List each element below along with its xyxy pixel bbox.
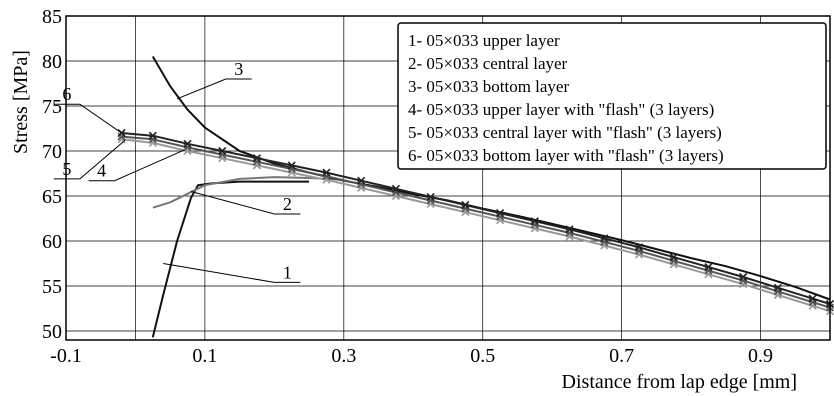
x-axis-label: Distance from lap edge [mm] <box>562 371 797 393</box>
legend-entry-1: 1- 05×033 upper layer <box>408 31 560 50</box>
series-point-6 <box>426 192 435 201</box>
series-point-6 <box>634 243 644 252</box>
x-tick-label: 0.3 <box>331 345 356 367</box>
callout-label-4: 4 <box>97 161 106 181</box>
series-point-6 <box>391 184 400 193</box>
series-point-6 <box>218 146 227 156</box>
series-point-6 <box>739 272 748 282</box>
series-line-4 <box>121 138 831 313</box>
legend-entry-5: 5- 05×033 central layer with "flash" (3 … <box>408 123 722 142</box>
callout-label-6: 6 <box>62 84 71 104</box>
series-point-6 <box>252 154 262 163</box>
series-line-6 <box>121 132 831 305</box>
series-curves <box>117 55 834 338</box>
series-point-6 <box>496 209 505 218</box>
legend: 1- 05×033 upper layer 2- 05×033 central … <box>397 22 827 170</box>
callout-labels: 1 2 3 4 5 6 <box>53 59 301 283</box>
series-point-6 <box>148 131 157 140</box>
legend-entry-2: 2- 05×033 central layer <box>408 54 568 73</box>
series-line-1 <box>151 180 310 338</box>
callout-leader-5 <box>53 139 126 180</box>
series-line-2 <box>152 176 344 209</box>
x-tick-label: 0.5 <box>470 345 495 367</box>
series-point-6 <box>183 139 192 148</box>
series-point-6 <box>357 176 366 185</box>
callout-label-5: 5 <box>62 159 71 179</box>
series-point-6 <box>704 263 713 272</box>
y-tick-label: 60 <box>42 231 62 253</box>
y-tick-label: 55 <box>42 276 62 298</box>
legend-entry-4: 4- 05×033 upper layer with "flash" (3 la… <box>408 100 714 119</box>
legend-entry-3: 3- 05×033 bottom layer <box>408 77 569 96</box>
x-tick-label: 0.1 <box>192 345 217 367</box>
callout-leader-3 <box>176 78 252 100</box>
callout-leader-2 <box>190 191 301 215</box>
series-point-6 <box>117 128 126 138</box>
series-point-6 <box>773 283 782 292</box>
x-tick-label: -0.1 <box>50 345 82 367</box>
x-tick-label: 0.7 <box>609 345 634 367</box>
series-point-6 <box>287 161 296 170</box>
y-tick-label: 80 <box>42 51 62 73</box>
callout-label-3: 3 <box>234 59 243 79</box>
y-tick-label: 65 <box>42 186 62 208</box>
series-point-6 <box>600 234 609 243</box>
series-line-5 <box>121 135 831 309</box>
callout-label-2: 2 <box>283 194 292 214</box>
plot-frame <box>65 15 831 341</box>
y-tick-label: 75 <box>42 96 62 118</box>
y-tick-label: 85 <box>42 6 62 28</box>
callout-leader-1 <box>163 263 301 283</box>
legend-box <box>397 22 827 170</box>
series-point-6 <box>461 200 470 210</box>
x-tick-labels: -0.1 0.1 0.3 0.5 0.7 0.9 <box>50 345 773 367</box>
series-point-6 <box>322 168 331 177</box>
x-tick-label: 0.9 <box>748 345 773 367</box>
series-point-6 <box>669 253 678 262</box>
series-point-6 <box>530 217 539 226</box>
legend-entry-6: 6- 05×033 bottom layer with "flash" (3 l… <box>408 146 724 165</box>
y-tick-label: 70 <box>42 141 62 163</box>
y-axis-label: Stress [MPa] <box>10 50 32 154</box>
callout-label-1: 1 <box>283 262 292 282</box>
y-tick-labels: 50 55 60 65 70 75 80 85 <box>42 6 62 343</box>
callout-leader-4 <box>88 149 185 182</box>
callout-leader-6 <box>53 103 122 134</box>
y-tick-label: 50 <box>42 321 62 343</box>
series-point-6 <box>808 294 817 303</box>
series-point-6 <box>565 225 574 234</box>
